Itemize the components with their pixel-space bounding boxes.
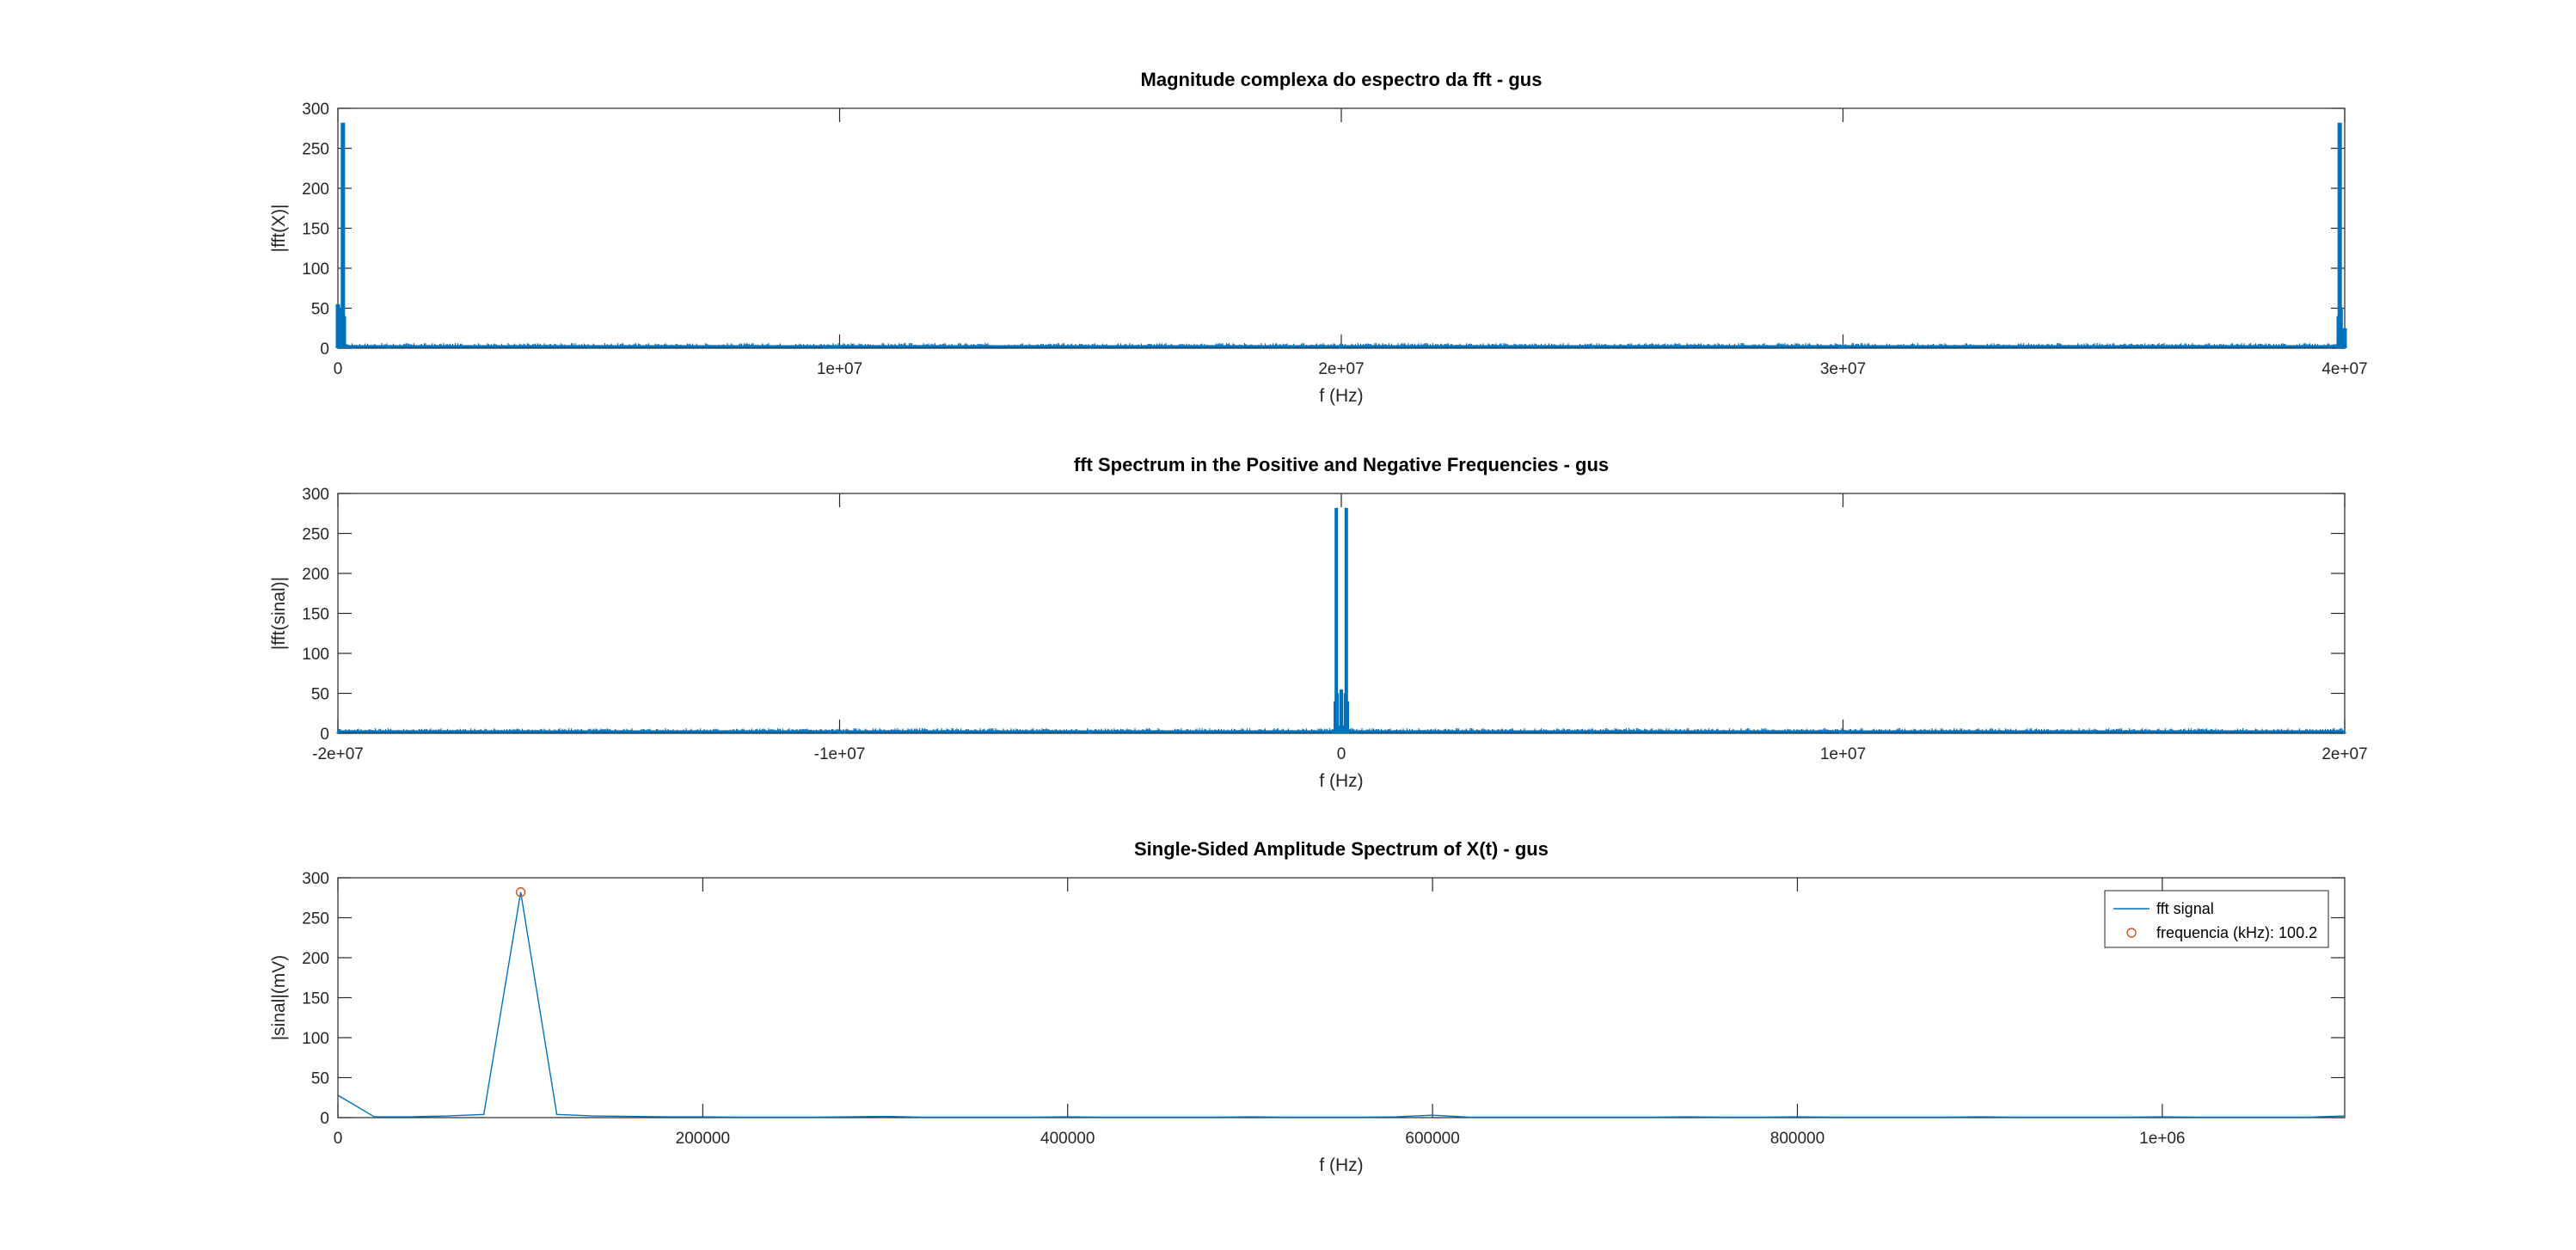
x-axis-label: f (Hz) [1319, 1155, 1363, 1175]
y-tick-label: 50 [311, 301, 329, 319]
x-tick-label: -2e+07 [312, 745, 364, 763]
subplot-3: Single-Sided Amplitude Spectrum of X(t) … [269, 838, 2346, 1175]
axes-box [337, 107, 2346, 349]
x-tick-label: 3e+07 [1820, 360, 1866, 378]
x-tick-label: 200000 [676, 1130, 730, 1148]
legend-box [2104, 890, 2329, 948]
chart-title: Single-Sided Amplitude Spectrum of X(t) … [1134, 838, 1549, 860]
y-tick-label: 250 [302, 526, 329, 544]
y-axis-label: |sinal|(mV) [269, 955, 289, 1041]
legend: fft signal frequencia (kHz): 100.2 [2104, 890, 2329, 948]
subplot-1: Magnitude complexa do espectro da fft - … [269, 69, 2368, 406]
y-tick-label: 0 [320, 1110, 329, 1128]
x-tick-label: 1e+07 [1820, 745, 1866, 763]
y-tick-label: 150 [302, 606, 329, 624]
x-tick-label: -1e+07 [814, 745, 866, 763]
y-tick-label: 250 [302, 141, 329, 159]
y-tick-label: 150 [302, 221, 329, 239]
y-tick-label: 300 [302, 870, 329, 888]
axes-box [337, 877, 2346, 1118]
x-axis-label: f (Hz) [1319, 771, 1363, 791]
y-tick-label: 300 [302, 101, 329, 119]
y-tick-label: 250 [302, 910, 329, 928]
chart-title: Magnitude complexa do espectro da fft - … [1141, 69, 1543, 90]
y-tick-label: 0 [320, 726, 329, 744]
y-tick-label: 300 [302, 486, 329, 504]
y-tick-label: 200 [302, 566, 329, 584]
x-tick-label: 0 [1337, 745, 1346, 763]
x-tick-label: 0 [334, 1130, 343, 1148]
legend-entry-label: fft signal [2156, 900, 2214, 917]
y-tick-label: 200 [302, 950, 329, 968]
legend-entry-label: frequencia (kHz): 100.2 [2156, 924, 2317, 941]
y-tick-label: 50 [311, 1070, 329, 1088]
x-tick-label: 4e+07 [2321, 360, 2367, 378]
y-tick-label: 100 [302, 1030, 329, 1048]
x-tick-label: 400000 [1040, 1130, 1095, 1148]
y-axis-label: |fft(sinal)| [269, 577, 289, 650]
y-tick-label: 150 [302, 990, 329, 1008]
y-axis-label: |fft(X)| [269, 204, 289, 252]
legend-marker-swatch [2126, 928, 2137, 938]
x-tick-label: 1e+07 [817, 360, 862, 378]
x-tick-label: 0 [334, 360, 343, 378]
y-tick-label: 100 [302, 646, 329, 664]
x-tick-label: 2e+07 [1318, 360, 1364, 378]
x-tick-label: 1e+06 [2139, 1130, 2185, 1148]
x-axis-label: f (Hz) [1319, 386, 1363, 406]
subplot-2: fft Spectrum in the Positive and Negativ… [269, 454, 2368, 791]
peak-marker [515, 887, 526, 898]
chart-title: fft Spectrum in the Positive and Negativ… [1074, 454, 1609, 475]
x-tick-label: 600000 [1405, 1130, 1459, 1148]
x-tick-label: 800000 [1770, 1130, 1825, 1148]
y-tick-label: 50 [311, 686, 329, 704]
y-tick-label: 200 [302, 181, 329, 199]
series-line [337, 892, 2346, 1118]
x-tick-label: 2e+07 [2321, 745, 2367, 763]
y-tick-label: 100 [302, 260, 329, 279]
y-tick-label: 0 [320, 340, 329, 358]
